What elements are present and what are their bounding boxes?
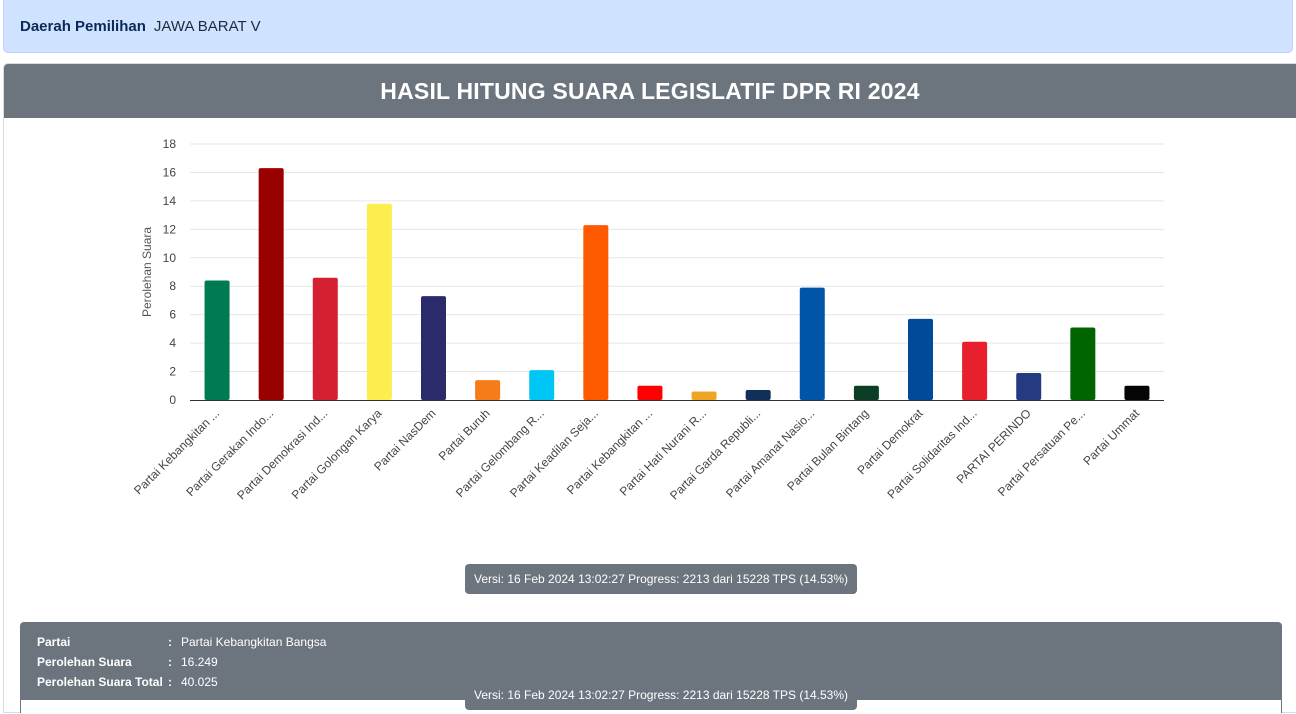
- region-value: JAWA BARAT V: [153, 17, 261, 35]
- y-tick-label: 18: [163, 137, 177, 151]
- x-tick-label: Partai Buruh: [436, 406, 493, 463]
- bar: [908, 318, 933, 400]
- card-title: HASIL HITUNG SUARA LEGISLATIF DPR RI 202…: [4, 64, 1296, 118]
- bar: [258, 168, 284, 400]
- region-bar: Daerah Pemilihan JAWA BARAT V: [3, 0, 1293, 53]
- x-tick-label: Partai Garda Republi...: [667, 406, 763, 502]
- bar: [204, 280, 230, 400]
- y-tick-label: 10: [163, 251, 177, 265]
- detail-party-label: Partai: [37, 635, 71, 649]
- bar: [691, 391, 717, 400]
- x-tick-label: Partai Keadilan Seja...: [507, 406, 601, 500]
- version-tooltip-secondary: Versi: 16 Feb 2024 13:02:27 Progress: 22…: [465, 682, 858, 710]
- y-tick-label: 8: [169, 279, 176, 293]
- y-tick-label: 12: [163, 222, 177, 236]
- bar: [799, 287, 825, 400]
- bar: [745, 390, 771, 400]
- bar: [1124, 385, 1150, 400]
- y-tick-label: 4: [169, 336, 176, 350]
- detail-total-value: 40.025: [181, 675, 218, 689]
- bar: [1016, 372, 1042, 400]
- x-tick-label: Partai Golongan Karya: [289, 406, 385, 502]
- bar: [583, 225, 609, 400]
- bar: [1070, 327, 1096, 400]
- x-tick-label: Partai Amanat Nasio...: [723, 406, 817, 500]
- y-tick-label: 16: [163, 165, 177, 179]
- y-tick-label: 14: [163, 194, 177, 208]
- detail-votes-label: Perolehan Suara: [37, 655, 132, 669]
- y-tick-label: 6: [169, 308, 176, 322]
- detail-party-value: Partai Kebangkitan Bangsa: [181, 635, 327, 649]
- y-axis-title: Perolehan Suara: [140, 227, 154, 317]
- detail-total-row: Perolehan Suara Total:40.025: [37, 675, 218, 689]
- detail-total-label: Perolehan Suara Total: [37, 675, 163, 689]
- x-tick-label: Partai Solidaritas Ind...: [884, 406, 979, 501]
- detail-party-row: Partai: Partai Kebangkitan Bangsa: [37, 635, 327, 649]
- x-tick-label: Partai Demokrasi Ind...: [234, 406, 330, 502]
- region-label: Daerah Pemilihan: [20, 17, 146, 35]
- bar: [312, 277, 338, 400]
- y-tick-label: 2: [169, 365, 176, 379]
- detail-votes-value: 16.249: [181, 655, 218, 669]
- bar: [637, 385, 663, 400]
- x-tick-label: Partai Ummat: [1080, 406, 1142, 468]
- bar: [853, 385, 879, 400]
- version-tooltip: Versi: 16 Feb 2024 13:02:27 Progress: 22…: [465, 564, 858, 594]
- bar: [962, 341, 988, 400]
- y-tick-label: 0: [169, 393, 176, 407]
- bar: [529, 370, 555, 400]
- bar: [366, 203, 392, 400]
- bar: [475, 380, 501, 400]
- x-tick-label: Partai Gelombang R...: [453, 406, 547, 500]
- bar: [421, 296, 446, 400]
- detail-votes-row: Perolehan Suara:16.249: [37, 655, 218, 669]
